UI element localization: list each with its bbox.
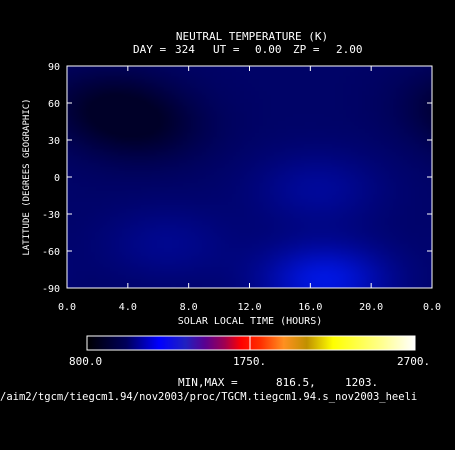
colorbar-min-label: 800.0 (69, 355, 102, 368)
chart-title: NEUTRAL TEMPERATURE (K) (176, 30, 328, 43)
colorbar-frame (86, 335, 416, 351)
x-axis: 0.0 4.0 8.0 12.0 16.0 20.0 0.0 (58, 66, 441, 313)
x-tick-label: 20.0 (359, 302, 383, 313)
ut-label: UT = (213, 43, 240, 56)
x-tick-label: 8.0 (180, 302, 198, 313)
x-tick-label: 4.0 (119, 302, 137, 313)
y-tick-label: -30 (42, 210, 60, 221)
day-value: 324 (175, 43, 195, 56)
y-axis: 90 60 30 0 -30 -60 -90 (42, 62, 432, 295)
colorbar-max-label: 2700. (397, 355, 430, 368)
y-tick-label: -60 (42, 247, 60, 258)
y-tick-label: 0 (54, 173, 60, 184)
x-axis-label: SOLAR LOCAL TIME (HOURS) (178, 316, 323, 327)
minmax-max: 1203. (345, 376, 378, 389)
ut-value: 0.00 (255, 43, 282, 56)
heatmap-plot (66, 65, 433, 289)
zp-label: ZP = (293, 43, 320, 56)
minmax-min: 816.5, (276, 376, 316, 389)
day-label: DAY = (133, 43, 166, 56)
colorbar-gradient (87, 336, 415, 350)
zp-value: 2.00 (336, 43, 363, 56)
y-tick-label: 90 (48, 62, 60, 73)
colorbar-mid-label: 1750. (233, 355, 266, 368)
x-tick-label: 0.0 (423, 302, 441, 313)
x-tick-label: 0.0 (58, 302, 76, 313)
colorbar (86, 335, 416, 351)
x-tick-label: 16.0 (298, 302, 322, 313)
y-tick-label: 60 (48, 99, 60, 110)
x-tick-label: 12.0 (237, 302, 261, 313)
y-tick-label: -90 (42, 284, 60, 295)
file-path: /aim2/tgcm/tiegcm1.94/nov2003/proc/TGCM.… (0, 391, 417, 403)
minmax-label: MIN,MAX = (178, 376, 238, 389)
y-tick-label: 30 (48, 136, 60, 147)
heatmap-field (67, 66, 432, 288)
y-axis-label: LATITUDE (DEGREES GEOGRAPHIC) (22, 98, 32, 255)
